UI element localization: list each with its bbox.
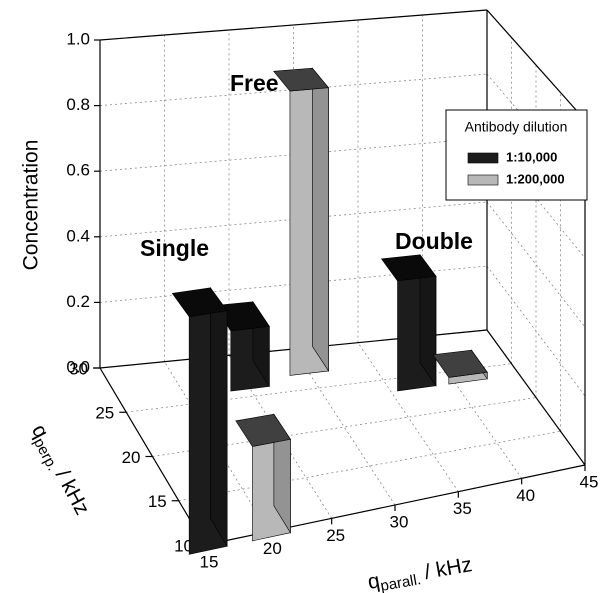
z-tick-label: 0.8 bbox=[66, 95, 90, 114]
x-label-unit: / kHz bbox=[423, 553, 474, 584]
grid-line bbox=[486, 265, 586, 397]
annotation: Double bbox=[395, 228, 473, 254]
grid-line bbox=[422, 336, 522, 479]
bar-side bbox=[312, 67, 329, 372]
x-tick-label: 20 bbox=[263, 539, 282, 558]
bar-top bbox=[273, 67, 330, 92]
axis-edge bbox=[486, 9, 586, 121]
y-tick-label: 15 bbox=[148, 492, 167, 511]
y-tick-label: 30 bbox=[69, 359, 88, 378]
x-tick-label: 35 bbox=[453, 499, 472, 518]
y-axis-label: qperp./ kHz bbox=[24, 421, 94, 521]
bar bbox=[213, 300, 270, 392]
bar bbox=[171, 286, 228, 555]
bar bbox=[432, 349, 488, 385]
y-tick-label: 10 bbox=[174, 536, 193, 555]
x-tick-label: 30 bbox=[390, 512, 409, 531]
x-tick-label: 25 bbox=[326, 526, 345, 545]
bar-side bbox=[210, 286, 228, 548]
bar-top bbox=[171, 287, 228, 318]
z-tick-label: 0.6 bbox=[66, 161, 90, 180]
bar bbox=[235, 413, 291, 542]
z-tick-label: 1.0 bbox=[66, 29, 90, 48]
x-tick-label: 15 bbox=[200, 552, 219, 571]
bar bbox=[380, 253, 437, 392]
legend-label: 1:200,000 bbox=[506, 171, 565, 186]
y-label-unit: / kHz bbox=[51, 465, 94, 518]
x-axis-label: qparall./ kHz bbox=[366, 553, 474, 593]
y-label-subscript: perp. bbox=[30, 435, 61, 473]
x-tick-label: 40 bbox=[516, 486, 535, 505]
grid-line bbox=[164, 361, 269, 532]
x-label-symbol: q bbox=[366, 569, 382, 593]
y-tick-label: 25 bbox=[95, 404, 114, 423]
z-axis-label: Concentration bbox=[20, 140, 43, 271]
grid-line bbox=[486, 201, 586, 328]
bar-top bbox=[380, 254, 437, 282]
axis-edge bbox=[486, 329, 586, 466]
annotation: Single bbox=[140, 235, 209, 261]
legend-title: Antibody dilution bbox=[465, 119, 568, 135]
legend-swatch bbox=[467, 152, 499, 164]
bar bbox=[273, 67, 330, 376]
legend-swatch bbox=[467, 174, 499, 186]
bar-top bbox=[432, 349, 488, 378]
z-tick-label: 0.4 bbox=[66, 226, 90, 245]
z-tick-label: 0.2 bbox=[66, 292, 90, 311]
grid-line bbox=[293, 348, 396, 506]
y-tick-label: 20 bbox=[122, 448, 141, 467]
legend-label: 1:10,000 bbox=[506, 149, 557, 164]
x-label-subscript: parall. bbox=[379, 571, 422, 593]
bar-top bbox=[235, 413, 291, 447]
z-tick-label: 0.0 bbox=[66, 357, 90, 376]
legend: Antibody dilution 1:10,000 1:200,000 bbox=[445, 109, 588, 201]
annotation: Free bbox=[230, 70, 279, 96]
axis-edge bbox=[99, 9, 488, 41]
x-tick-label: 45 bbox=[580, 472, 599, 491]
